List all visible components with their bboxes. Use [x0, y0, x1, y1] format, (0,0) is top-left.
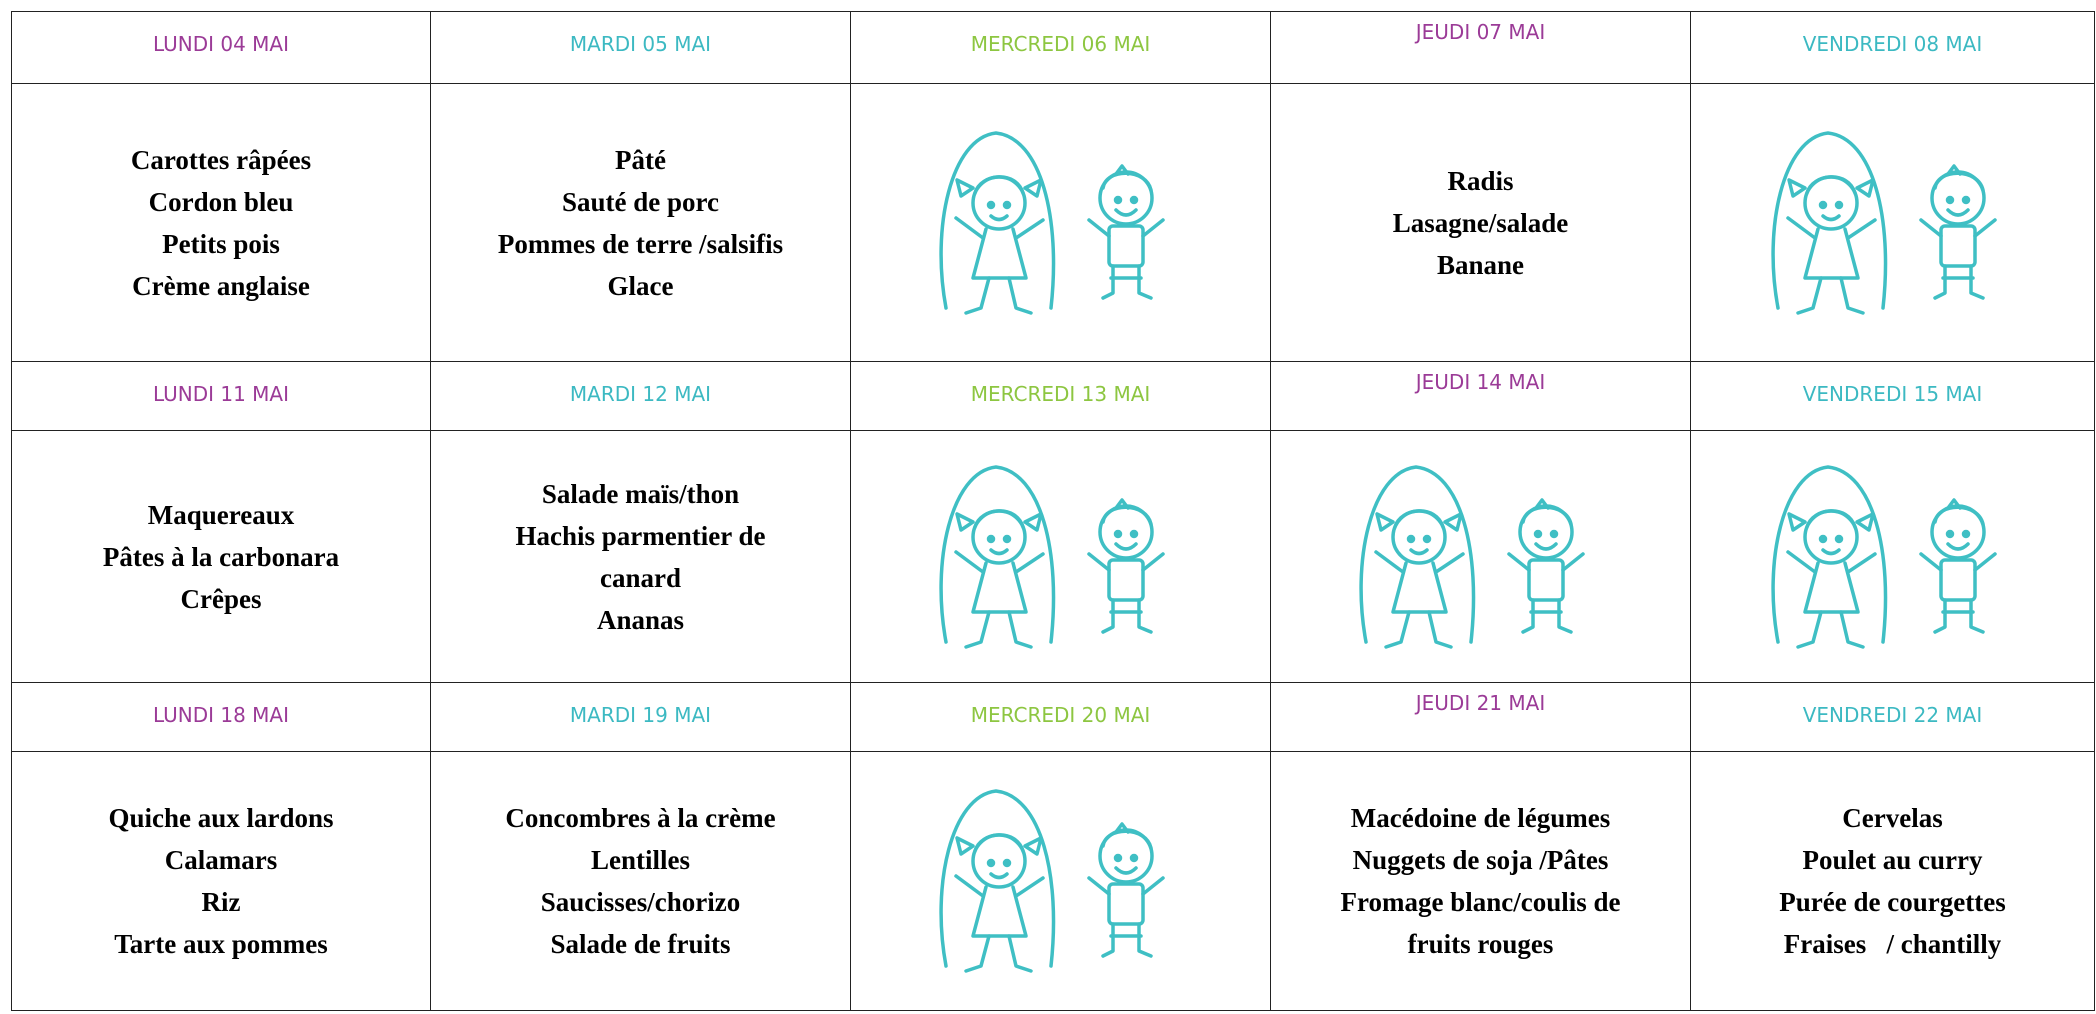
menu-item: Purée de courgettes	[1779, 887, 2006, 917]
menu-row: Carottes râpées Cordon bleu Petits pois Crè…	[11, 83, 2095, 362]
menu-cell	[850, 83, 1271, 362]
menu-item: canard	[600, 562, 681, 593]
menu-item: Banane	[1436, 249, 1525, 280]
menu-item: Crème anglaise	[132, 270, 310, 301]
menu-cell: Salade maïs/thon Hachis parmentier de cana…	[430, 430, 851, 683]
menu-cell	[850, 430, 1271, 683]
day-header: JEUDI 21 MAI	[1270, 682, 1691, 752]
menu-cell	[1690, 430, 2095, 683]
menu-item: Salade maïs/thon	[541, 478, 740, 509]
menu-item: fruits rouges	[1407, 929, 1554, 959]
day-header: MARDI 19 MAI	[430, 682, 851, 752]
menu-cell: Carottes râpées Cordon bleu Petits pois Crè…	[11, 83, 431, 362]
menu-item: Sauté de porc	[561, 186, 719, 217]
day-header: VENDREDI 22 MAI	[1690, 682, 2095, 752]
menu-item: Cervelas	[1842, 803, 1943, 833]
kids-illustration	[911, 108, 1211, 338]
menu-item: Macédoine de légumes	[1350, 803, 1611, 833]
menu-cell: Cervelas Poulet au curry Purée de courgett…	[1690, 751, 2095, 1011]
header-row: LUNDI 11 MAI MARDI 12 MAI MERCREDI 13 MAI J…	[11, 361, 2095, 431]
menu-item: Pâtes à la carbonara	[102, 541, 340, 572]
menu-item: Pommes de terre /salsifis	[497, 228, 784, 259]
menu-item: Cordon bleu	[148, 186, 294, 217]
menu-item: Calamars	[164, 845, 278, 875]
kids-illustration	[1743, 108, 2043, 338]
day-header: JEUDI 14 MAI	[1270, 361, 1691, 431]
menu-item: Fromage blanc/coulis de	[1340, 887, 1621, 917]
day-header: MARDI 05 MAI	[430, 11, 851, 84]
menu-item: Fraises / chantilly	[1783, 929, 2002, 959]
kids-illustration	[1743, 442, 2043, 672]
menu-row: Quiche aux lardons Calamars Riz Tarte aux p…	[11, 751, 2095, 1011]
day-header: LUNDI 11 MAI	[11, 361, 431, 431]
menu-cell	[1690, 83, 2095, 362]
menu-cell: Quiche aux lardons Calamars Riz Tarte aux p…	[11, 751, 431, 1011]
day-header: JEUDI 07 MAI	[1270, 11, 1691, 84]
menu-item: Crêpes	[180, 583, 262, 614]
header-row: LUNDI 04 MAI MARDI 05 MAI MERCREDI 06 MAI J…	[11, 11, 2095, 84]
day-header: MERCREDI 13 MAI	[850, 361, 1271, 431]
menu-item: Ananas	[596, 604, 685, 635]
menu-item: Lentilles	[591, 845, 690, 875]
menu-cell: Radis Lasagne/salade Banane	[1270, 83, 1691, 362]
kids-illustration	[1331, 442, 1631, 672]
menu-item: Petits pois	[162, 228, 280, 259]
menu-cell: Maquereaux Pâtes à la carbonara Crêpes	[11, 430, 431, 683]
day-header: LUNDI 18 MAI	[11, 682, 431, 752]
menu-item: Concombres à la crème	[505, 803, 776, 833]
header-row: LUNDI 18 MAI MARDI 19 MAI MERCREDI 20 MAI J…	[11, 682, 2095, 752]
menu-item: Carottes râpées	[130, 144, 312, 175]
menu-item: Tarte aux pommes	[114, 929, 328, 959]
menu-item: Hachis parmentier de	[515, 520, 766, 551]
day-header: VENDREDI 08 MAI	[1690, 11, 2095, 84]
day-header: MARDI 12 MAI	[430, 361, 851, 431]
menu-item: Riz	[201, 887, 241, 917]
menu-item: Lasagne/salade	[1392, 207, 1569, 238]
menu-item: Poulet au curry	[1802, 845, 1983, 875]
menu-cell: Macédoine de légumes Nuggets de soja /Pât…	[1270, 751, 1691, 1011]
day-header: VENDREDI 15 MAI	[1690, 361, 2095, 431]
kids-illustration	[911, 442, 1211, 672]
day-header: MERCREDI 20 MAI	[850, 682, 1271, 752]
menu-item: Quiche aux lardons	[108, 803, 334, 833]
menu-cell	[850, 751, 1271, 1011]
menu-item: Maquereaux	[147, 499, 295, 530]
menu-item: Saucisses/chorizo	[540, 887, 741, 917]
menu-table: LUNDI 04 MAI MARDI 05 MAI MERCREDI 06 MAI J…	[11, 11, 2095, 1011]
menu-cell	[1270, 430, 1691, 683]
menu-cell: Pâté Sauté de porc Pommes de terre /salsif…	[430, 83, 851, 362]
menu-item: Nuggets de soja /Pâtes	[1352, 845, 1609, 875]
day-header: LUNDI 04 MAI	[11, 11, 431, 84]
kids-illustration	[911, 766, 1211, 996]
menu-item: Pâté	[615, 144, 666, 175]
day-header: MERCREDI 06 MAI	[850, 11, 1271, 84]
menu-item: Glace	[607, 270, 674, 301]
menu-row: Maquereaux Pâtes à la carbonara Crêpes Sala…	[11, 430, 2095, 683]
table-body: LUNDI 04 MAI MARDI 05 MAI MERCREDI 06 MAI J…	[11, 11, 2095, 1011]
menu-item: Salade de fruits	[550, 929, 731, 959]
menu-item: Radis	[1447, 165, 1514, 196]
menu-cell: Concombres à la crème Lentilles Saucisses/…	[430, 751, 851, 1011]
